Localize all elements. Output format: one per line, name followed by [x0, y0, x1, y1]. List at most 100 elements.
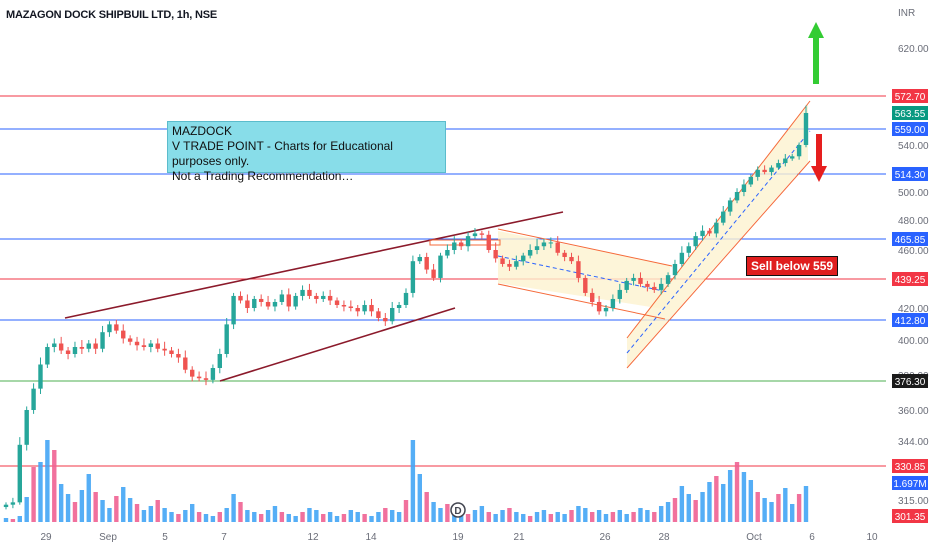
volume-bar — [38, 462, 43, 522]
candle-body — [321, 295, 326, 299]
resistance-box — [429, 239, 501, 246]
x-tick-label: Oct — [746, 532, 762, 543]
volume-bar — [583, 508, 588, 522]
candle-body — [500, 258, 505, 264]
volume-bar — [293, 516, 298, 522]
candle-body — [596, 301, 602, 312]
candle-body — [341, 304, 347, 307]
candle-body — [548, 242, 554, 244]
volume-bar — [493, 514, 498, 522]
x-tick-label: 21 — [513, 532, 525, 543]
rising-channel-zone — [627, 104, 808, 367]
candle-body — [86, 343, 91, 349]
dividend-marker-label: D — [454, 506, 461, 517]
volume-bar — [176, 514, 181, 522]
candle-body — [369, 304, 374, 312]
candle-body — [183, 357, 188, 370]
candle-body — [562, 252, 567, 257]
volume-bar — [238, 502, 243, 522]
volume-bar — [755, 492, 760, 522]
volume-bar — [334, 516, 340, 522]
candle-body — [107, 324, 112, 333]
candle-body — [79, 347, 85, 349]
candle-body — [307, 289, 312, 296]
candle-body — [541, 242, 547, 247]
price-level-tag — [892, 313, 928, 327]
candle-body — [210, 368, 216, 380]
candle-body — [3, 504, 9, 508]
volume-bar — [300, 512, 305, 522]
candle-body — [314, 295, 319, 299]
volume-bar — [403, 500, 409, 522]
up-arrow-icon — [808, 22, 824, 84]
volume-bar — [141, 510, 147, 522]
candle-body — [148, 343, 154, 347]
price-level-tag-label: 412.80 — [895, 316, 926, 327]
candle-body — [65, 350, 71, 354]
volume-bar — [31, 467, 36, 522]
candle-body — [652, 286, 657, 290]
candle-body — [686, 246, 691, 253]
x-tick-label: Sep — [99, 532, 117, 543]
price-level-tag — [892, 459, 928, 473]
y-tick-label: 460.00 — [898, 246, 929, 257]
candle-body — [438, 255, 443, 278]
price-level-tag — [892, 374, 928, 388]
volume-bar — [224, 508, 229, 522]
currency-label: INR — [898, 8, 915, 19]
candle-body — [514, 261, 519, 267]
candle-body — [479, 233, 485, 235]
x-tick-label: 10 — [866, 532, 878, 543]
candle-body — [672, 263, 678, 276]
y-tick-label: 500.00 — [898, 188, 929, 199]
price-level-tag-label: 563.55 — [895, 109, 926, 120]
rising-channel-mid — [626, 130, 811, 354]
candle-body — [631, 277, 636, 281]
volume-bar — [252, 512, 257, 522]
candle-body — [327, 295, 333, 301]
price-level-tag-label: 465.85 — [895, 235, 926, 246]
volume-bar — [638, 508, 643, 522]
annotation-line-3: Not a Trading Recommendation… — [172, 169, 354, 183]
candle-body — [217, 354, 222, 368]
volume-bar — [327, 512, 333, 522]
volume-bar — [121, 487, 126, 522]
candle-body — [803, 113, 809, 145]
volume-bar — [652, 512, 657, 522]
candle-body — [527, 250, 533, 256]
candle-body — [38, 364, 43, 389]
candle-body — [93, 343, 98, 349]
volume-bar — [514, 512, 519, 522]
candle-body — [162, 348, 167, 351]
candle-body — [424, 256, 429, 270]
volume-bar — [714, 476, 719, 522]
price-level-tag — [892, 106, 928, 120]
annotation-note[interactable]: MAZDOCK V TRADE POINT - Charts for Educa… — [167, 121, 446, 183]
candle-body — [665, 275, 671, 284]
volume-bar — [417, 474, 422, 522]
candle-body — [755, 169, 760, 177]
candle-body — [521, 255, 526, 262]
volume-bar — [93, 492, 98, 522]
volume-bar — [258, 514, 264, 522]
candle-body — [24, 410, 29, 445]
candle-body — [762, 169, 767, 173]
volume-bar — [769, 502, 774, 522]
price-level-tag-label: 376.30 — [895, 377, 926, 388]
volume-bar — [265, 510, 271, 522]
candle-body — [507, 263, 512, 267]
candle-body — [769, 167, 774, 173]
volume-bar — [231, 494, 236, 522]
volume-bar — [17, 516, 22, 522]
candle-body — [452, 242, 457, 250]
volume-bar — [114, 496, 119, 522]
price-level-tag — [892, 89, 928, 103]
price-level-tag-label: 301.35 — [895, 512, 926, 523]
volume-bar — [741, 472, 747, 522]
candle-body — [714, 222, 719, 234]
volume-bar — [624, 514, 629, 522]
volume-bar — [10, 519, 16, 522]
sell-signal-label[interactable]: Sell below 559 — [746, 256, 839, 276]
volume-bar — [369, 516, 374, 522]
candle-body — [583, 277, 588, 293]
